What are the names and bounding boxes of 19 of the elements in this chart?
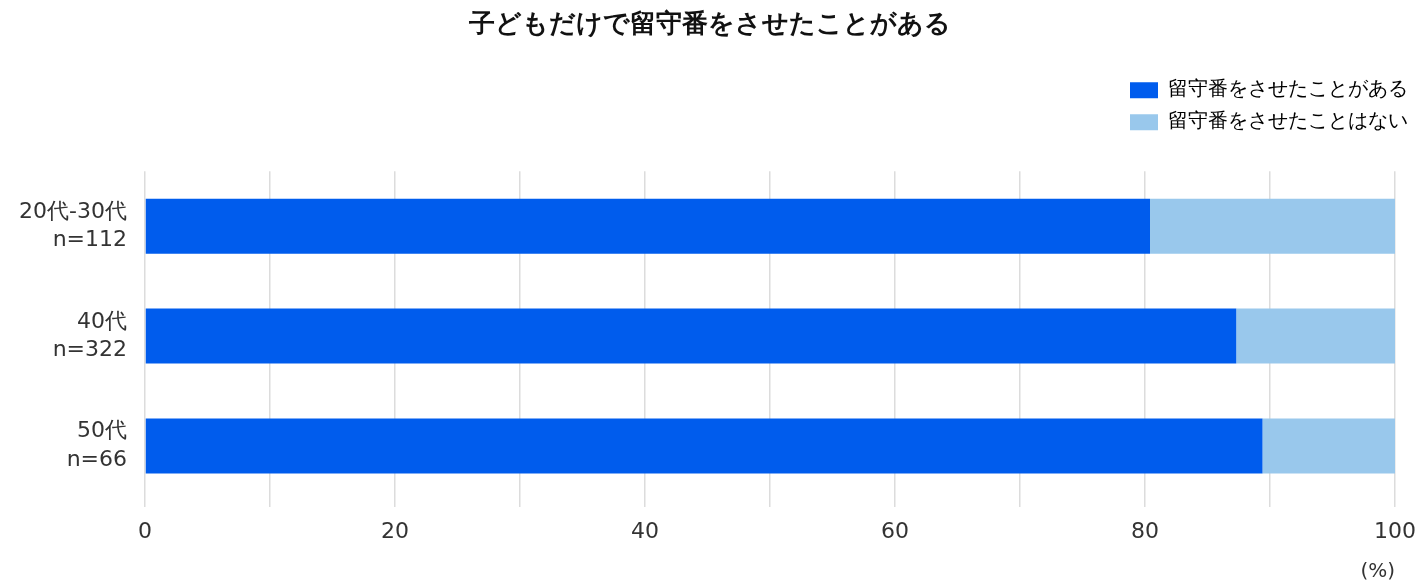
bar	[1262, 418, 1395, 474]
bar	[1150, 198, 1395, 254]
x-tick-label: 80	[1131, 517, 1159, 543]
legend-label: 留守番をさせたことがある	[1168, 76, 1408, 101]
x-axis-title: (%)	[1360, 558, 1395, 583]
bar	[145, 418, 1263, 474]
x-tick-label: 100	[1374, 517, 1416, 543]
y-tick-label: 20代-30代 n=112	[19, 197, 127, 252]
legend-label: 留守番をさせたことはない	[1168, 108, 1408, 133]
bar	[145, 198, 1150, 254]
bar	[1236, 308, 1395, 364]
bar	[145, 308, 1237, 364]
x-tick-label: 20	[381, 517, 409, 543]
x-tick-label: 0	[138, 517, 152, 543]
x-tick-label: 60	[881, 517, 909, 543]
y-tick-label: 40代 n=322	[52, 307, 127, 362]
y-tick-label: 50代 n=66	[66, 417, 127, 472]
x-tick-label: 40	[631, 517, 659, 543]
chart-title: 子どもだけで留守番をさせたことがある	[468, 8, 951, 39]
